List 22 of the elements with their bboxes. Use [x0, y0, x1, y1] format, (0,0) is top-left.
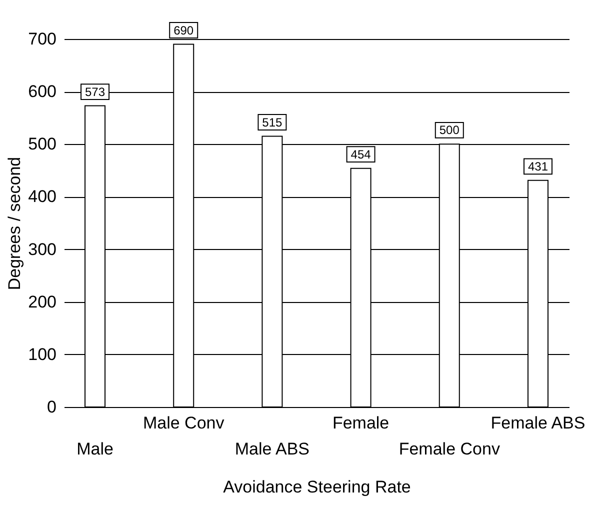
data-label: 573 — [84, 84, 106, 99]
data-label: 454 — [350, 147, 372, 162]
y-tick-label: 400 — [28, 187, 56, 206]
data-label: 431 — [528, 159, 548, 174]
y-tick-label: 700 — [28, 30, 56, 48]
data-label: 690 — [174, 23, 194, 38]
y-tick-label: 0 — [47, 398, 56, 416]
y-tick-label: 500 — [28, 134, 56, 154]
y-axis-title: Degrees / second — [5, 156, 24, 290]
y-tick-label: 100 — [28, 344, 56, 364]
x-tick-label: Male Conv — [142, 414, 225, 432]
data-label: 500 — [439, 123, 460, 138]
data-label: 515 — [262, 115, 283, 130]
x-tick-label: Female Conv — [398, 440, 500, 458]
x-axis-title: Avoidance Steering Rate — [223, 478, 411, 496]
y-tick-label: 300 — [28, 240, 56, 259]
y-tick-label: 200 — [28, 292, 56, 312]
x-tick-label: Female ABS — [490, 414, 586, 432]
x-tick-label: Female — [332, 414, 390, 432]
x-tick-label: Male — [76, 440, 114, 458]
y-tick-label: 600 — [28, 82, 56, 102]
x-tick-label: Male ABS — [234, 440, 310, 458]
